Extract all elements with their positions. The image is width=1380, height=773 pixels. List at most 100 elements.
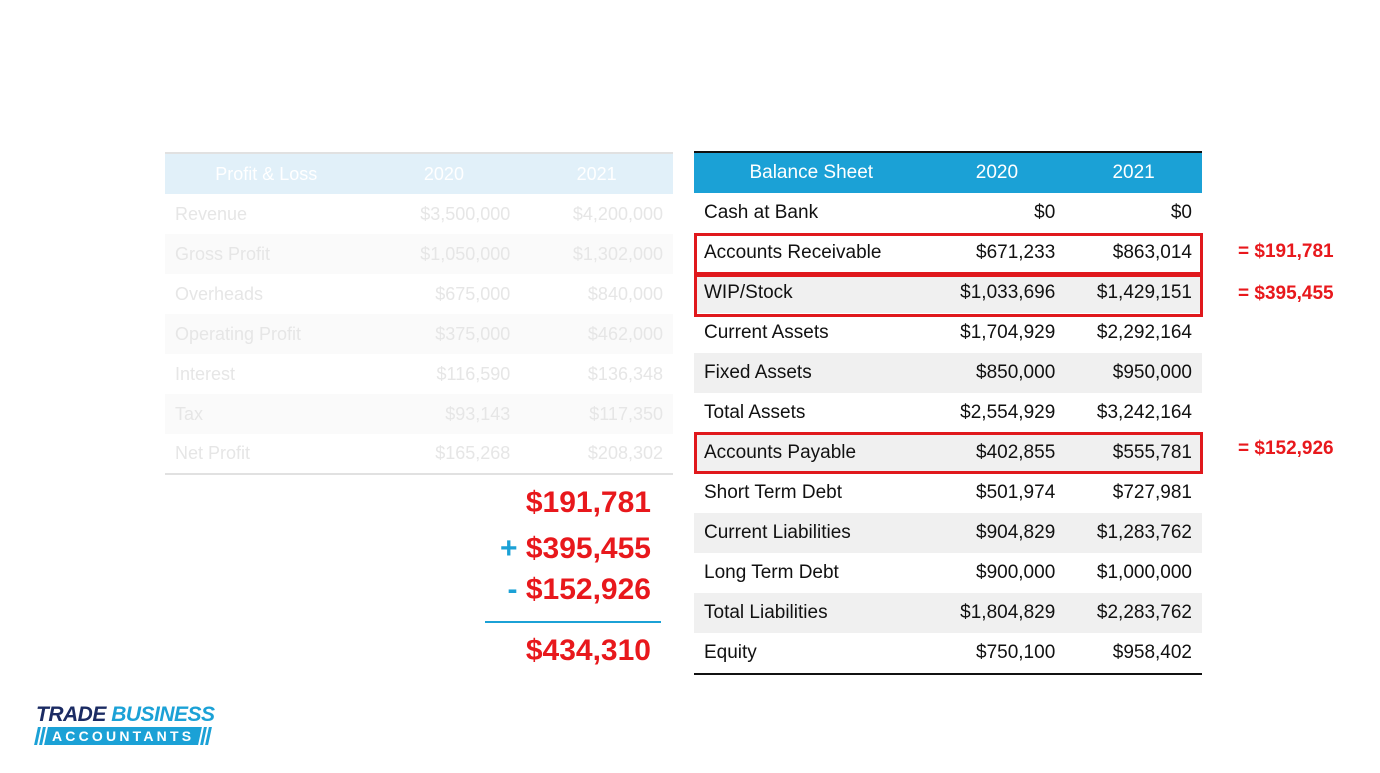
logo-word-accountants: ACCOUNTANTS: [52, 728, 195, 744]
bs-value-2020: $0: [1034, 202, 1056, 223]
bs-value-2021: $1,429,151: [1065, 273, 1202, 313]
bs-header-2020: 2020: [928, 152, 1066, 193]
logo-band: ACCOUNTANTS: [34, 727, 250, 745]
pl-label: Interest: [165, 354, 368, 394]
pl-value-2021: $4,200,000: [520, 194, 673, 234]
pl-header-2021: 2021: [520, 153, 673, 194]
sum-value-2: $395,455: [525, 532, 651, 565]
bs-value-2020: $904,829: [928, 513, 1066, 553]
bs-label: Total Assets: [704, 402, 806, 423]
bs-value-2021: $2,292,164: [1096, 322, 1192, 343]
bs-value-2020: $750,100: [976, 642, 1056, 663]
pl-value-2021: $136,348: [520, 354, 673, 394]
pl-row-overheads: Overheads $675,000 $840,000: [165, 274, 673, 314]
bs-value-2020: $850,000: [928, 353, 1066, 393]
pl-value-2020: $1,050,000: [367, 234, 521, 274]
bs-value-2020: $1,033,696: [928, 273, 1066, 313]
bs-label: Fixed Assets: [694, 353, 929, 393]
pl-label: Operating Profit: [165, 314, 368, 354]
sum-line-1: $191,781: [526, 486, 651, 520]
bs-label: WIP/Stock: [694, 273, 929, 313]
bs-value-2021: $863,014: [1112, 242, 1192, 263]
pl-label: Tax: [165, 394, 368, 434]
bs-value-2020: $501,974: [976, 482, 1056, 503]
bs-value-2020: $671,233: [976, 242, 1056, 263]
bs-value-2021: $1,000,000: [1096, 562, 1192, 583]
logo-word-business: BUSINESS: [111, 703, 215, 726]
bs-label: Long Term Debt: [704, 562, 839, 583]
pl-value-2020: $116,590: [367, 354, 521, 394]
bs-header-title: Balance Sheet: [694, 152, 929, 193]
balance-sheet-table: Balance Sheet 2020 2021 Cash at Bank $0 …: [694, 151, 1202, 675]
bs-row-current-liabilities: Current Liabilities $904,829 $1,283,762: [694, 513, 1202, 553]
bs-row-fixed-assets: Fixed Assets $850,000 $950,000: [694, 353, 1202, 393]
trade-business-accountants-logo: TRADE BUSINESS ACCOUNTANTS: [34, 704, 258, 746]
bs-label: Current Liabilities: [694, 513, 929, 553]
pl-label: Gross Profit: [165, 234, 368, 274]
pl-value-2021: $840,000: [520, 274, 673, 314]
bs-value-2021: $2,283,762: [1065, 593, 1202, 633]
pl-row-operating-profit: Operating Profit $375,000 $462,000: [165, 314, 673, 354]
bs-row-short-term-debt: Short Term Debt $501,974 $727,981: [694, 473, 1202, 513]
pl-header-2020: 2020: [367, 153, 521, 194]
pl-value-2021: $1,302,000: [520, 234, 673, 274]
pl-header-row: Profit & Loss 2020 2021: [165, 153, 673, 194]
sum-line-2: + $395,455: [500, 532, 651, 566]
bs-row-current-assets: Current Assets $1,704,929 $2,292,164: [694, 313, 1202, 353]
pl-label: Revenue: [165, 194, 368, 234]
bs-row-accounts-receivable: Accounts Receivable $671,233 $863,014: [694, 233, 1202, 273]
bs-value-2021: $1,283,762: [1065, 513, 1202, 553]
sum-line-3: - $152,926: [508, 573, 651, 607]
logo-wordmark: TRADE BUSINESS: [36, 704, 258, 725]
bs-value-2021: $950,000: [1065, 353, 1202, 393]
pl-value-2021: $117,350: [520, 394, 673, 434]
bs-value-2021: $0: [1170, 202, 1192, 223]
plus-operator: +: [499, 532, 518, 565]
pl-row-interest: Interest $116,590 $136,348: [165, 354, 673, 394]
bs-label: Accounts Receivable: [704, 242, 882, 263]
bs-row-equity: Equity $750,100 $958,402: [694, 633, 1202, 674]
sum-value-1: $191,781: [525, 486, 651, 519]
bs-header-2021: 2021: [1065, 152, 1202, 193]
minus-operator: -: [507, 573, 518, 606]
bs-value-2020: $402,855: [928, 433, 1066, 473]
bs-value-2020: $900,000: [976, 562, 1056, 583]
pl-row-net-profit: Net Profit $165,268 $208,302: [165, 434, 673, 474]
pl-label: Overheads: [165, 274, 368, 314]
difference-receivable: = $191,781: [1238, 241, 1334, 262]
pl-value-2020: $3,500,000: [367, 194, 521, 234]
logo-word-trade: TRADE: [36, 703, 106, 726]
bs-label: Total Liabilities: [694, 593, 929, 633]
logo-stripes-icon: [200, 727, 213, 745]
bs-value-2021: $727,981: [1112, 482, 1192, 503]
pl-header-title: Profit & Loss: [165, 153, 368, 194]
difference-payable: = $152,926: [1238, 438, 1334, 459]
pl-value-2020: $93,143: [367, 394, 521, 434]
bs-value-2021: $555,781: [1065, 433, 1202, 473]
bs-value-2020: $1,804,829: [928, 593, 1066, 633]
bs-row-total-liabilities: Total Liabilities $1,804,829 $2,283,762: [694, 593, 1202, 633]
pl-value-2020: $375,000: [367, 314, 521, 354]
bs-value-2020: $2,554,929: [960, 402, 1056, 423]
bs-value-2021: $958,402: [1112, 642, 1192, 663]
pl-row-gross-profit: Gross Profit $1,050,000 $1,302,000: [165, 234, 673, 274]
bs-row-long-term-debt: Long Term Debt $900,000 $1,000,000: [694, 553, 1202, 593]
pl-value-2021: $208,302: [520, 434, 673, 474]
pl-row-revenue: Revenue $3,500,000 $4,200,000: [165, 194, 673, 234]
sum-value-3: $152,926: [525, 573, 651, 606]
bs-row-cash-at-bank: Cash at Bank $0 $0: [694, 193, 1202, 233]
pl-row-tax: Tax $93,143 $117,350: [165, 394, 673, 434]
profit-loss-table: Profit & Loss 2020 2021 Revenue $3,500,0…: [165, 152, 673, 475]
bs-value-2020: $1,704,929: [960, 322, 1056, 343]
bs-value-2021: $3,242,164: [1096, 402, 1192, 423]
pl-value-2020: $165,268: [367, 434, 521, 474]
bs-row-total-assets: Total Assets $2,554,929 $3,242,164: [694, 393, 1202, 433]
bs-label: Cash at Bank: [704, 202, 819, 223]
sum-divider: [485, 621, 661, 623]
bs-row-accounts-payable: Accounts Payable $402,855 $555,781: [694, 433, 1202, 473]
bs-label: Equity: [704, 642, 757, 663]
pl-value-2020: $675,000: [367, 274, 521, 314]
sum-total: $434,310: [525, 634, 651, 667]
bs-header-row: Balance Sheet 2020 2021: [694, 152, 1202, 193]
bs-label: Short Term Debt: [704, 482, 842, 503]
